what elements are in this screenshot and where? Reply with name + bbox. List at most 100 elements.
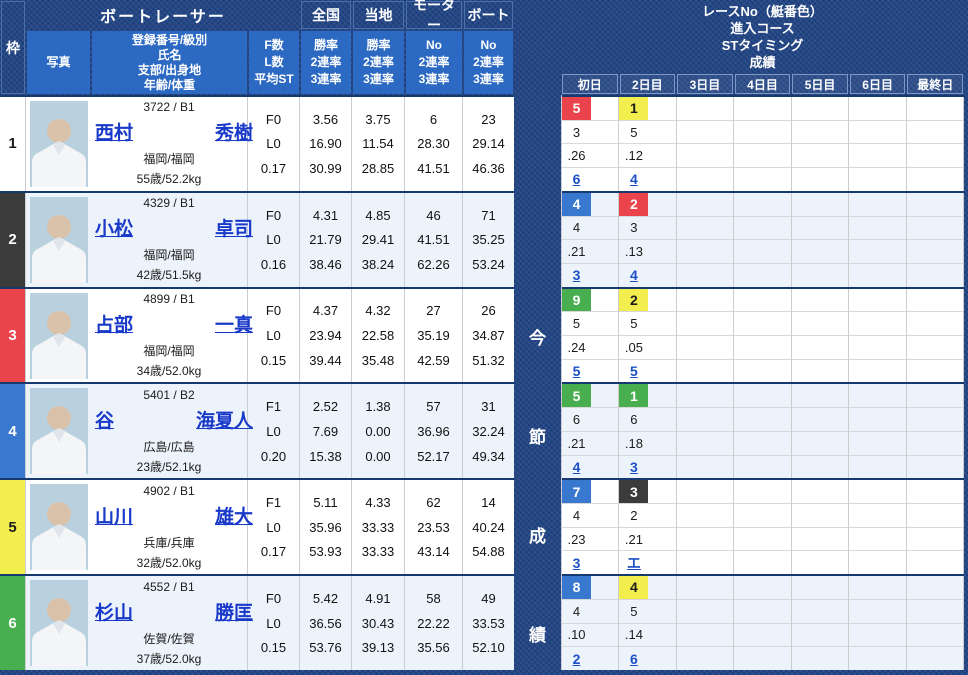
entry-course: 6 [572,412,581,428]
series-result-row: 8 4 .10 2 4 5 .14 6 [562,574,964,670]
fl-st-header: F数 L数 平均ST [249,31,299,94]
person-silhouette-icon [29,388,88,475]
series-result-row: 4 4 .21 3 2 3 .13 4 [562,190,964,287]
race-no-sub [676,97,734,121]
racer-name-link[interactable]: 山川 雄大 [95,502,253,529]
local-win-rate: 1.38 [365,399,391,415]
header-f-count: F数 [264,38,284,52]
entry-course: 5 [630,124,638,140]
series-label-char: 今 [529,329,546,348]
boat-stats-cell: 31 32.24 49.34 [463,384,514,478]
local-3rd-rate: 38.24 [361,256,395,272]
boat-no: 23 [481,111,496,127]
finish-result-link[interactable]: 5 [630,363,638,380]
race-no-sub [906,193,963,217]
local-2nd-rate: 29.41 [361,232,395,248]
racer-name-link[interactable]: 谷 海夏人 [95,406,253,433]
racer-name-link[interactable]: 西村 秀樹 [95,118,253,145]
motor-sub-header: No 2連率 3連率 [406,31,462,94]
finish-result-link[interactable]: 5 [572,363,581,380]
entry-course-sub [734,121,791,145]
finish-result-link[interactable]: 4 [630,171,638,188]
motor-2nd-rate: 28.30 [417,136,450,152]
racer-row: 3 4899 / B1 占部 一真 福岡/福岡 34歳/52.0kg F0 L [0,286,514,383]
race-no-badge [907,384,936,407]
finish-result-link[interactable]: 4 [630,267,638,284]
st-timing-sub [906,624,963,648]
local-stats-cell: 1.38 0.00 0.00 [352,384,405,479]
registration-class: 5401 / B2 [143,387,195,402]
finish-sub [792,360,848,383]
race-no-badge [907,97,936,120]
finish-sub: エ [619,551,675,574]
registration-class: 4329 / B1 [143,196,195,211]
race-no-badge [734,384,763,407]
national-stats-cell: 4.37 23.94 39.44 [300,288,352,383]
finish-result-link[interactable]: 6 [630,650,638,667]
day-result-cell [676,480,735,575]
entry-course-sub [734,217,791,241]
entry-course-sub: 5 [562,312,619,337]
st-timing-sub [791,336,849,360]
racer-last-name: 谷 [95,410,115,432]
day-result-cell [734,288,792,383]
st-timing: .05 [624,339,643,355]
entry-course-sub: 2 [619,504,676,528]
local-2nd-rate: 11.54 [362,136,394,152]
finish-sub [849,647,905,670]
entry-course-sub [676,217,734,241]
racer-name-link[interactable]: 杉山 勝匡 [95,598,253,625]
finish-result-link[interactable]: 4 [572,458,581,475]
finish-result-link[interactable]: 2 [572,650,581,667]
branch-birthplace: 福岡/福岡 [143,152,195,167]
race-no-badge [792,384,821,407]
race-no-badge [677,384,706,407]
race-no-sub [906,480,963,505]
entry-course-sub [849,504,906,528]
race-no-sub: 1 [619,97,676,121]
header-win-rate: 勝率 [313,38,338,52]
racer-photo [29,580,88,667]
racer-last-name: 山川 [95,506,134,528]
entry-course-sub: 4 [562,217,619,241]
st-timing-sub [849,144,906,169]
branch-birthplace: 福岡/福岡 [143,344,195,359]
day-result-cell [791,288,850,383]
motor-no: 6 [429,111,438,127]
finish-sub [734,456,790,479]
finish-result-link[interactable]: 3 [572,267,581,284]
race-no-badge [849,97,878,120]
header-motor-no: No [426,38,442,52]
race-no-sub [791,289,849,313]
race-no-sub [676,193,734,217]
finish-sub [907,168,963,191]
finish-sub: 4 [619,264,675,287]
header-2nd-rate: 2連率 [418,55,450,69]
racer-first-name: 卓司 [214,219,253,241]
race-no-badge [792,97,821,120]
finish-result-link[interactable]: 3 [630,458,638,475]
motor-3rd-rate: 62.26 [417,256,450,272]
racer-name-link[interactable]: 占部 一真 [95,310,253,337]
finish-result-link[interactable]: 6 [572,171,581,188]
day-header-final: 最終日 [907,74,963,94]
racer-first-name: 雄大 [214,506,253,528]
finish-sub [734,647,790,670]
finish-result-link[interactable]: エ [626,554,641,571]
finish-result-link[interactable]: 3 [572,554,581,571]
finish-sub [734,551,790,574]
header-st-timing: STタイミング [721,37,804,53]
day-result-cell [676,384,735,479]
l-count: L0 [266,328,281,344]
header-avg-st: 平均ST [254,72,294,86]
racer-last-name: 小松 [95,219,134,241]
st-timing-sub [676,144,734,169]
series-results-vertical-label: 今 節 成 績 [514,0,561,670]
st-timing-sub [791,528,849,552]
national-header: 全国 [301,1,351,29]
day-result-cell [906,480,964,575]
day-result-cell: 4 5 .14 6 [619,576,677,670]
st-timing-sub [906,240,963,264]
racer-name-link[interactable]: 小松 卓司 [95,214,253,241]
st-timing-sub: .14 [619,624,676,648]
